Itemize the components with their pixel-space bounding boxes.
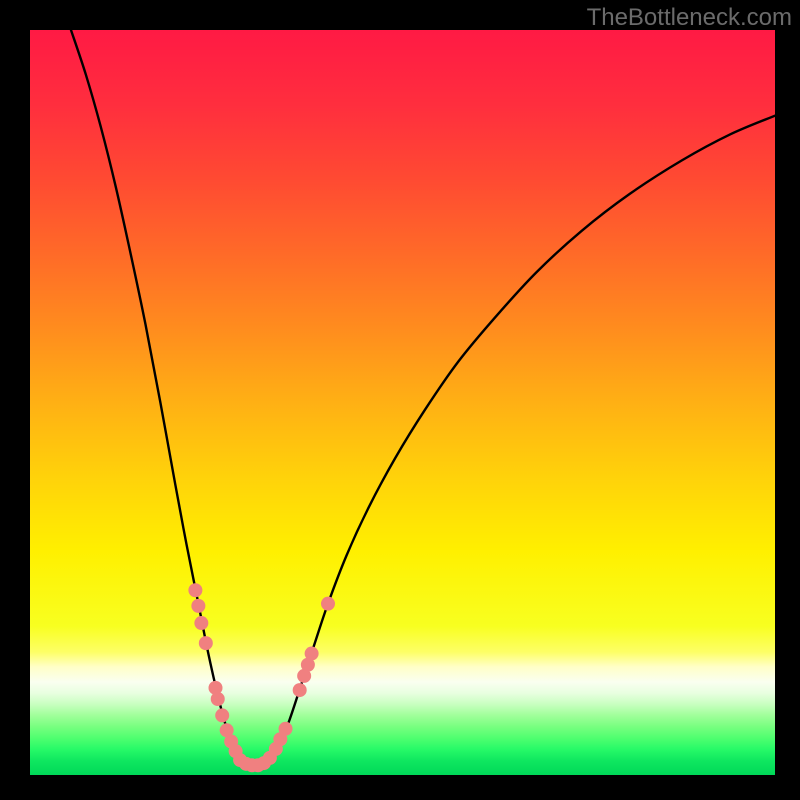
curves-svg [30,30,775,775]
data-marker [194,616,208,630]
data-marker [188,583,202,597]
data-marker [305,647,319,661]
data-marker [279,722,293,736]
watermark-text: TheBottleneck.com [587,4,792,32]
marker-group [188,583,335,772]
data-marker [199,636,213,650]
right-curve [255,116,775,766]
data-marker [211,692,225,706]
data-marker [293,683,307,697]
data-marker [215,708,229,722]
plot-area [30,30,775,775]
chart-container: TheBottleneck.com [0,0,800,800]
left-curve [71,30,255,766]
data-marker [321,597,335,611]
data-marker [191,599,205,613]
